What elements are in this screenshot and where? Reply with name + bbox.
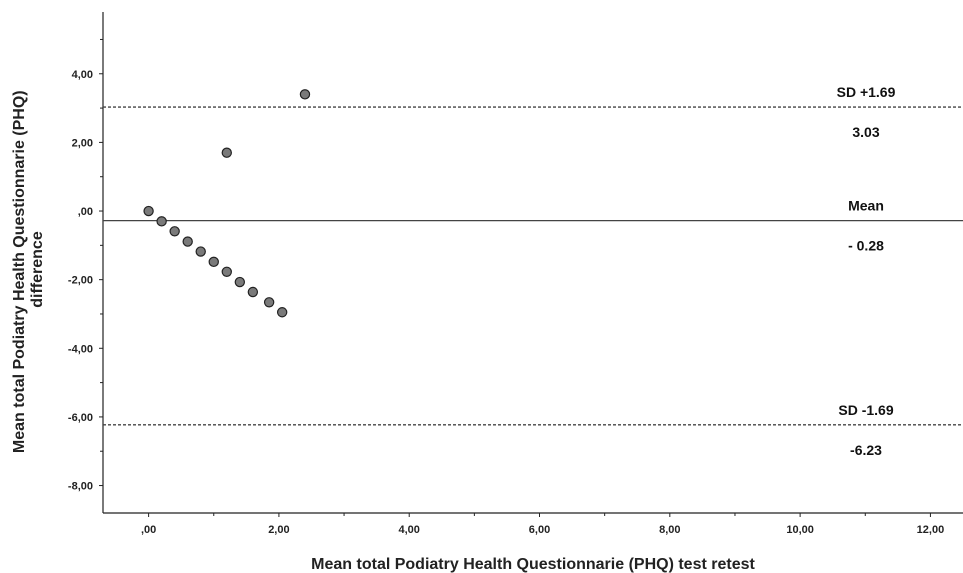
data-point bbox=[299, 89, 311, 100]
y-axis-title: Mean total Podiatry Health Questionnarie… bbox=[11, 86, 46, 453]
x-tick-label: ,00 bbox=[141, 524, 156, 536]
data-point bbox=[182, 236, 193, 247]
y-tick-label: -8,00 bbox=[68, 481, 93, 493]
data-point bbox=[276, 307, 288, 318]
mean-line-label: Mean bbox=[848, 198, 884, 214]
y-tick-label: -4,00 bbox=[68, 343, 93, 355]
y-tick-label: ,00 bbox=[78, 206, 93, 218]
data-points bbox=[143, 89, 311, 318]
y-tick-label: -2,00 bbox=[68, 275, 93, 287]
data-point bbox=[169, 226, 180, 237]
y-tick-label: 4,00 bbox=[72, 69, 93, 81]
x-tick-label: 8,00 bbox=[659, 524, 680, 536]
data-point bbox=[143, 205, 154, 217]
upper-line-label: SD +1.69 bbox=[837, 84, 896, 100]
upper-line-value: 3.03 bbox=[852, 124, 879, 140]
y-tick-label: -6,00 bbox=[68, 412, 93, 424]
lower-line-label: SD -1.69 bbox=[838, 402, 893, 418]
reference-lines bbox=[103, 106, 963, 426]
annotations: SD +1.69 3.03 Mean - 0.28 SD -1.69 -6.23 bbox=[837, 84, 896, 458]
data-point bbox=[263, 297, 275, 308]
data-point bbox=[234, 276, 246, 288]
x-tick-label: 2,00 bbox=[268, 524, 289, 536]
x-tick-label: 4,00 bbox=[399, 524, 420, 536]
data-point bbox=[221, 147, 232, 158]
data-point bbox=[247, 286, 259, 298]
x-tick-label: 12,00 bbox=[917, 524, 945, 536]
data-point bbox=[156, 216, 167, 227]
y-tick-label: 2,00 bbox=[72, 137, 93, 149]
x-tick-label: 10,00 bbox=[786, 524, 814, 536]
axes: 4,00 2,00 ,00 -2,00 -4,00 -6,00 -8,00 ,00 2,00 4,… bbox=[68, 12, 963, 536]
y-axis-title-line-1: Mean total Podiatry Health Questionnarie… bbox=[11, 90, 28, 453]
x-axis-title: Mean total Podiatry Health Questionnarie… bbox=[311, 556, 755, 573]
data-point bbox=[208, 256, 219, 268]
data-point bbox=[195, 246, 206, 257]
mean-line-value: - 0.28 bbox=[848, 238, 884, 254]
lower-line-value: -6.23 bbox=[850, 442, 882, 458]
y-axis-title-line-2: difference bbox=[29, 231, 46, 308]
x-tick-label: 6,00 bbox=[529, 524, 550, 536]
data-point bbox=[221, 266, 232, 277]
